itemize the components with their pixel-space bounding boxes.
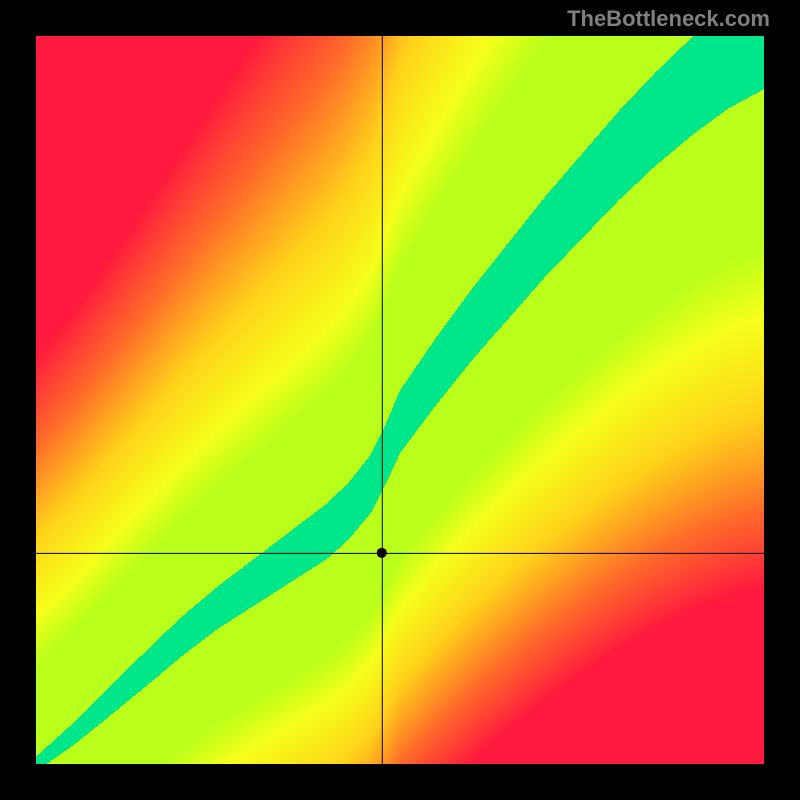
- watermark-text: TheBottleneck.com: [567, 6, 770, 32]
- bottleneck-heatmap: [36, 36, 764, 764]
- chart-frame: TheBottleneck.com: [0, 0, 800, 800]
